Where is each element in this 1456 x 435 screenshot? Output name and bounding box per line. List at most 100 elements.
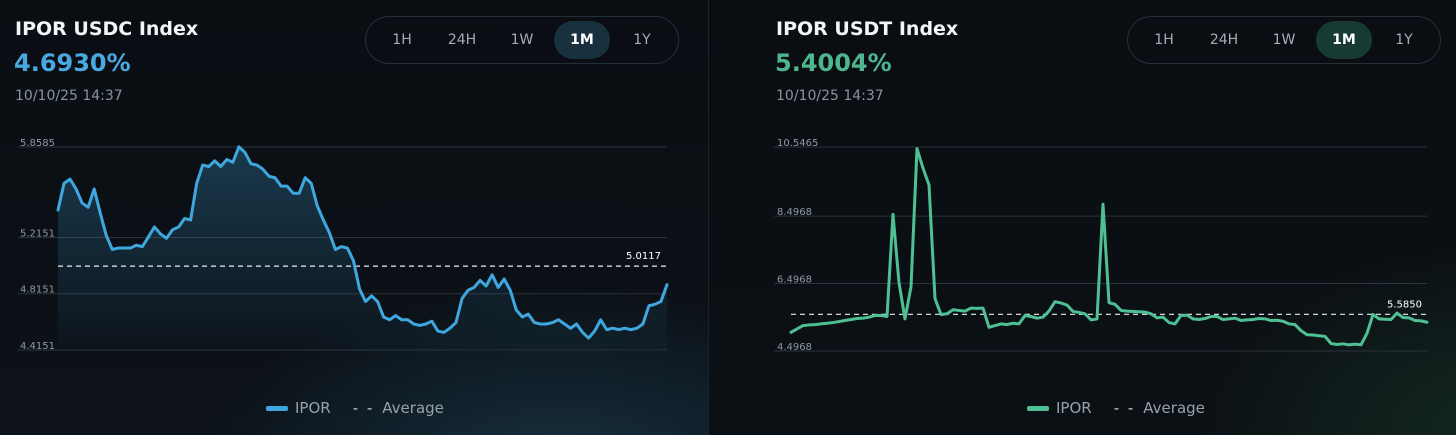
usdc-data-point[interactable] [400,319,402,321]
usdt-range-1w-button[interactable]: 1W [1272,32,1296,48]
usdt-data-point[interactable] [1318,335,1320,337]
usdt-data-point[interactable] [1372,313,1374,315]
usdc-data-point[interactable] [630,328,632,330]
usdt-data-point[interactable] [1282,320,1284,322]
usdc-data-point[interactable] [286,185,288,187]
usdc-data-point[interactable] [364,300,366,302]
usdt-data-point[interactable] [976,307,978,309]
usdt-data-point[interactable] [1210,315,1212,317]
usdc-data-point[interactable] [87,206,89,208]
usdt-data-point[interactable] [988,326,990,328]
usdc-data-point[interactable] [563,323,565,325]
usdc-data-point[interactable] [63,182,65,184]
usdc-data-point[interactable] [425,323,427,325]
usdc-range-1h-button[interactable]: 1H [392,32,412,48]
usdc-data-point[interactable] [636,327,638,329]
usdc-data-point[interactable] [461,297,463,299]
usdt-data-point[interactable] [856,317,858,319]
usdc-data-point[interactable] [624,327,626,329]
usdt-data-point[interactable] [1024,314,1026,316]
usdc-data-point[interactable] [533,321,535,323]
usdt-data-point[interactable] [802,324,804,326]
usdt-data-point[interactable] [1360,344,1362,346]
usdc-data-point[interactable] [515,309,517,311]
usdt-data-point[interactable] [1390,318,1392,320]
usdt-data-point[interactable] [838,320,840,322]
usdt-data-point[interactable] [1078,311,1080,313]
usdt-data-point[interactable] [808,324,810,326]
usdc-data-point[interactable] [612,327,614,329]
usdc-data-point[interactable] [539,323,541,325]
usdc-data-point[interactable] [153,226,155,228]
usdc-data-point[interactable] [599,319,601,321]
usdt-data-point[interactable] [1000,323,1002,325]
usdc-data-point[interactable] [334,248,336,250]
usdt-data-point[interactable] [1174,323,1176,325]
usdt-data-point[interactable] [1396,312,1398,314]
usdt-data-point[interactable] [1042,316,1044,318]
usdc-data-point[interactable] [57,209,59,211]
usdc-data-point[interactable] [262,168,264,170]
usdc-data-point[interactable] [129,247,131,249]
usdc-data-point[interactable] [569,327,571,329]
usdt-data-point[interactable] [1342,343,1344,345]
usdt-data-point[interactable] [1030,315,1032,317]
usdt-data-point[interactable] [1228,318,1230,320]
usdt-data-point[interactable] [886,315,888,317]
usdt-data-point[interactable] [880,314,882,316]
usdt-data-point[interactable] [826,322,828,324]
usdt-data-point[interactable] [1084,313,1086,315]
usdc-data-point[interactable] [370,295,372,297]
usdc-data-point[interactable] [557,319,559,321]
usdc-data-point[interactable] [340,245,342,247]
usdc-data-point[interactable] [485,285,487,287]
usdc-data-point[interactable] [220,165,222,167]
usdt-data-point[interactable] [844,319,846,321]
usdt-data-point[interactable] [1324,335,1326,337]
usdt-data-point[interactable] [1168,321,1170,323]
usdc-data-point[interactable] [449,327,451,329]
usdc-data-point[interactable] [467,289,469,291]
usdc-data-point[interactable] [177,226,179,228]
usdc-data-point[interactable] [195,182,197,184]
usdc-data-point[interactable] [111,248,113,250]
usdt-data-point[interactable] [1162,316,1164,318]
usdc-data-point[interactable] [527,313,529,315]
usdt-data-point[interactable] [1420,320,1422,322]
usdt-data-point[interactable] [832,321,834,323]
usdt-data-point[interactable] [1060,302,1062,304]
usdt-data-point[interactable] [1018,323,1020,325]
usdc-data-point[interactable] [135,244,137,246]
usdt-data-point[interactable] [1072,310,1074,312]
usdt-data-point[interactable] [946,313,948,315]
usdt-data-point[interactable] [1150,313,1152,315]
usdc-data-point[interactable] [322,219,324,221]
usdc-data-point[interactable] [413,323,415,325]
usdc-data-point[interactable] [189,219,191,221]
usdt-range-1y-button[interactable]: 1Y [1395,32,1413,48]
usdt-data-point[interactable] [1108,301,1110,303]
usdc-data-point[interactable] [316,205,318,207]
usdc-data-point[interactable] [593,330,595,332]
usdt-data-point[interactable] [1222,318,1224,320]
usdt-data-point[interactable] [958,309,960,311]
usdt-data-point[interactable] [1198,318,1200,320]
usdt-data-point[interactable] [868,316,870,318]
usdc-data-point[interactable] [503,278,505,280]
usdc-data-point[interactable] [93,188,95,190]
usdt-data-point[interactable] [1258,317,1260,319]
usdc-data-point[interactable] [171,229,173,231]
usdt-data-point[interactable] [1330,342,1332,344]
usdc-data-point[interactable] [666,283,668,285]
usdt-data-point[interactable] [1366,332,1368,334]
usdt-data-point[interactable] [1336,343,1338,345]
usdc-data-point[interactable] [376,300,378,302]
usdc-data-point[interactable] [654,303,656,305]
usdt-data-point[interactable] [1144,311,1146,313]
usdt-data-point[interactable] [898,282,900,284]
usdt-range-1m-button[interactable]: 1M [1316,21,1372,59]
usdt-data-point[interactable] [934,297,936,299]
usdc-data-point[interactable] [437,330,439,332]
usdc-data-point[interactable] [208,165,210,167]
usdc-data-point[interactable] [509,289,511,291]
